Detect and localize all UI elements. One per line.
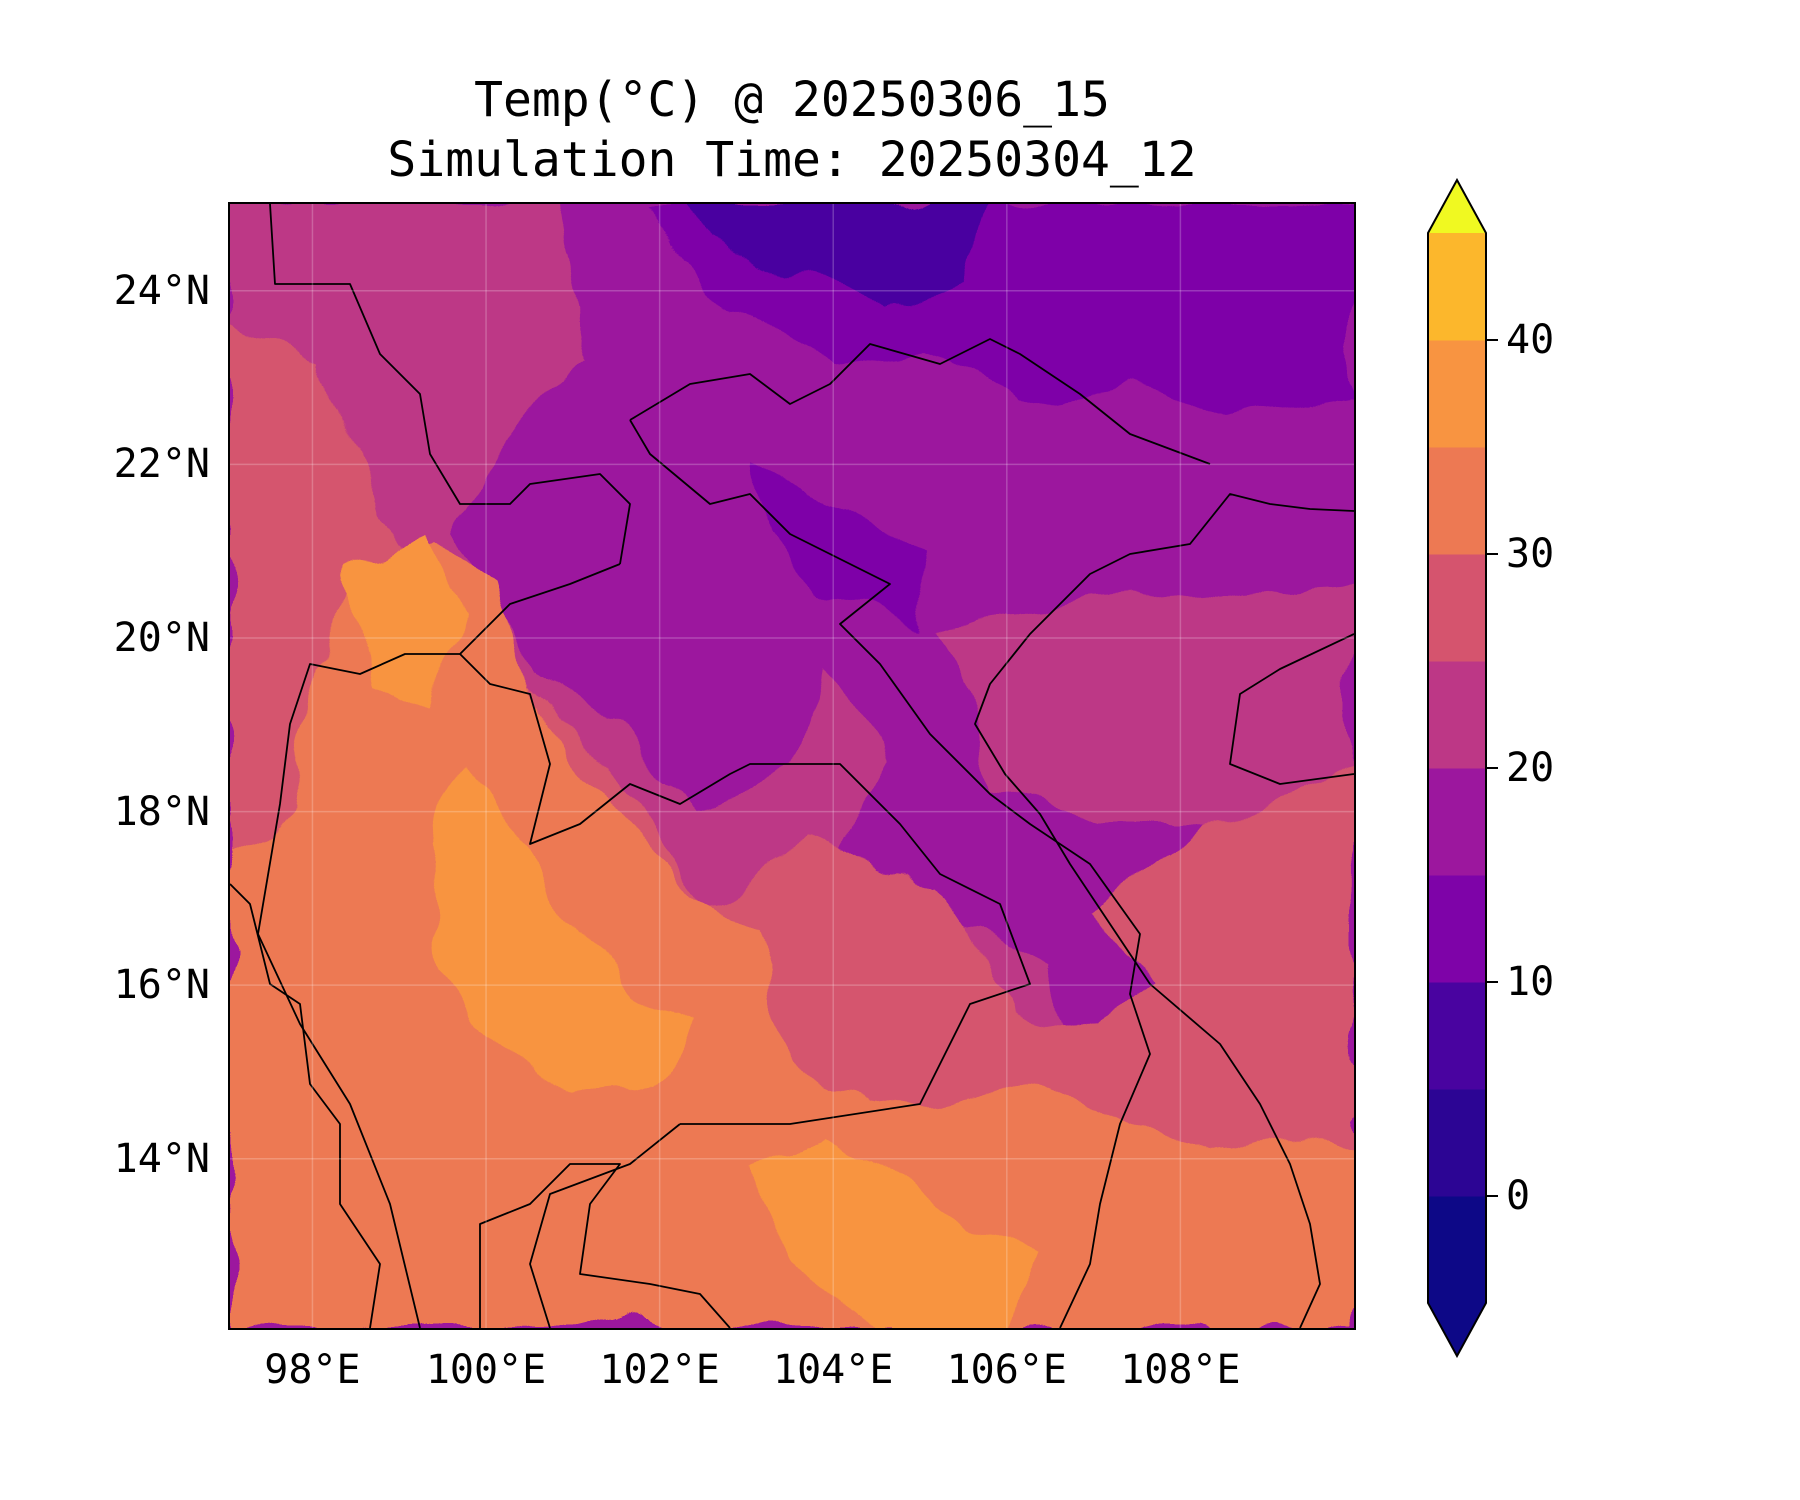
coastline-gulf-thailand	[479, 1163, 731, 1328]
chart-subtitle: Simulation Time: 20250304_12	[387, 132, 1197, 188]
lat-tick-label: 22°N	[113, 441, 210, 488]
coastline-andaman	[230, 883, 381, 1328]
colorbar-bin	[1428, 554, 1486, 662]
chart-title: Temp(°C) @ 20250306_15	[474, 72, 1110, 128]
border-myanmar-laos	[257, 563, 621, 1328]
coastline-vietnam	[974, 493, 1354, 1328]
temperature-map	[228, 202, 1356, 1330]
lat-tick-label: 24°N	[113, 267, 210, 314]
temperature-field	[230, 204, 1354, 1328]
colorbar	[1420, 177, 1500, 1362]
colorbar-tick-label: 10	[1506, 959, 1555, 1005]
colorbar-extend-over	[1428, 180, 1486, 233]
colorbar-tick-label: 20	[1506, 745, 1555, 791]
colorbar-bin	[1428, 340, 1486, 448]
gulf-of-tonkin-island	[1229, 633, 1354, 785]
colorbar-bin	[1428, 1196, 1486, 1304]
lat-tick-label: 16°N	[113, 962, 210, 1009]
colorbar-outline	[1427, 177, 1487, 1359]
border-china-vietnam	[629, 338, 1211, 465]
contour-25-30	[230, 544, 1354, 1328]
colorbar-bin	[1428, 875, 1486, 983]
lon-tick-label: 102°E	[599, 1347, 720, 1393]
borders-coastlines	[230, 204, 1354, 1328]
lon-tick-label: 98°E	[264, 1347, 361, 1393]
lat-tick-label: 18°N	[113, 788, 210, 835]
contour-15-20-gulf	[930, 584, 1354, 824]
colorbar-bin	[1428, 982, 1486, 1090]
lon-tick-label: 104°E	[773, 1347, 894, 1393]
chart-title-block: Temp(°C) @ 20250306_15 Simulation Time: …	[228, 70, 1356, 190]
contour-5-10-west	[760, 464, 930, 624]
lat-tick-label: 20°N	[113, 614, 210, 661]
lon-tick-label: 108°E	[1120, 1347, 1241, 1393]
contour-30-35-center	[430, 764, 690, 1094]
contour-0-5	[690, 204, 990, 314]
colorbar-scale	[1427, 177, 1498, 1359]
colorbar-bin	[1428, 1089, 1486, 1197]
graticule	[230, 204, 1354, 1328]
lon-tick-label: 100°E	[425, 1347, 547, 1393]
border-thailand-cambodia	[529, 1123, 681, 1328]
temperature-contours	[230, 204, 1354, 1328]
colorbar-bin	[1428, 233, 1486, 341]
border-china-myanmar	[269, 204, 631, 565]
lon-tick-label: 106°E	[946, 1347, 1068, 1393]
colorbar-bin	[1428, 661, 1486, 769]
colorbar-extend-under	[1428, 1303, 1486, 1356]
contour-30-35-north	[350, 534, 460, 704]
colorbar-tick-label: 0	[1506, 1173, 1531, 1219]
colorbar-tick-label: 40	[1506, 317, 1555, 363]
colorbar-tick-label: 30	[1506, 531, 1555, 577]
lat-tick-label: 14°N	[113, 1135, 210, 1182]
border-thailand-laos	[459, 653, 1031, 1125]
contour-30-35-south	[740, 1134, 1030, 1328]
colorbar-bin	[1428, 447, 1486, 555]
colorbar-bin	[1428, 768, 1486, 876]
border-laos-vietnam	[629, 419, 1151, 1328]
